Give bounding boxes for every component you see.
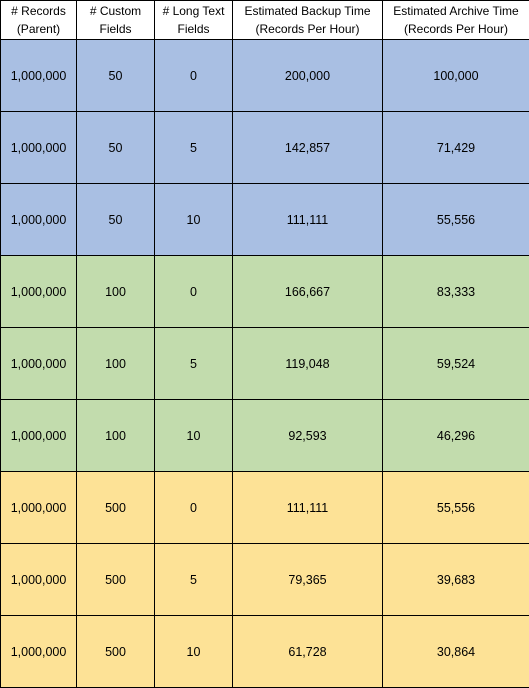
cell-backup-time: 200,000 [233,40,383,112]
cell-backup-time: 166,667 [233,256,383,328]
cell-long-text-fields: 10 [155,400,233,472]
cell-records: 1,000,000 [1,112,77,184]
table-row: 1,000,000 100 0 166,667 83,333 [1,256,529,328]
header-custom-fields: # Custom Fields [77,1,155,40]
header-records-line1: # Records [1,2,76,20]
header-long-text-fields: # Long Text Fields [155,1,233,40]
cell-archive-time: 59,524 [383,328,529,400]
cell-records: 1,000,000 [1,472,77,544]
cell-records: 1,000,000 [1,544,77,616]
cell-long-text-fields: 5 [155,544,233,616]
cell-long-text-fields: 5 [155,328,233,400]
table-row: 1,000,000 50 0 200,000 100,000 [1,40,529,112]
cell-custom-fields: 100 [77,328,155,400]
cell-backup-time: 111,111 [233,184,383,256]
header-archive-time-line2: (Records Per Hour) [383,20,529,38]
table-row: 1,000,000 50 5 142,857 71,429 [1,112,529,184]
cell-archive-time: 100,000 [383,40,529,112]
cell-backup-time: 142,857 [233,112,383,184]
cell-long-text-fields: 0 [155,472,233,544]
cell-records: 1,000,000 [1,256,77,328]
cell-custom-fields: 50 [77,184,155,256]
cell-records: 1,000,000 [1,40,77,112]
cell-long-text-fields: 0 [155,256,233,328]
header-archive-time: Estimated Archive Time (Records Per Hour… [383,1,529,40]
cell-long-text-fields: 10 [155,616,233,688]
cell-records: 1,000,000 [1,400,77,472]
header-archive-time-line1: Estimated Archive Time [383,2,529,20]
cell-custom-fields: 500 [77,472,155,544]
cell-custom-fields: 100 [77,400,155,472]
table-row: 1,000,000 500 0 111,111 55,556 [1,472,529,544]
cell-long-text-fields: 0 [155,40,233,112]
cell-long-text-fields: 10 [155,184,233,256]
cell-custom-fields: 50 [77,40,155,112]
header-custom-fields-line1: # Custom [77,2,154,20]
cell-custom-fields: 500 [77,616,155,688]
cell-archive-time: 55,556 [383,184,529,256]
cell-backup-time: 79,365 [233,544,383,616]
cell-archive-time: 46,296 [383,400,529,472]
cell-long-text-fields: 5 [155,112,233,184]
header-backup-time: Estimated Backup Time (Records Per Hour) [233,1,383,40]
table-row: 1,000,000 50 10 111,111 55,556 [1,184,529,256]
cell-backup-time: 119,048 [233,328,383,400]
cell-archive-time: 39,683 [383,544,529,616]
cell-custom-fields: 500 [77,544,155,616]
cell-records: 1,000,000 [1,184,77,256]
header-records: # Records (Parent) [1,1,77,40]
cell-backup-time: 61,728 [233,616,383,688]
cell-backup-time: 111,111 [233,472,383,544]
table-body: 1,000,000 50 0 200,000 100,000 1,000,000… [1,40,529,688]
header-long-text-fields-line1: # Long Text [155,2,232,20]
cell-archive-time: 71,429 [383,112,529,184]
table-row: 1,000,000 500 5 79,365 39,683 [1,544,529,616]
cell-archive-time: 55,556 [383,472,529,544]
cell-custom-fields: 100 [77,256,155,328]
cell-backup-time: 92,593 [233,400,383,472]
header-backup-time-line2: (Records Per Hour) [233,20,382,38]
header-row: # Records (Parent) # Custom Fields # Lon… [1,1,529,40]
cell-records: 1,000,000 [1,328,77,400]
table-row: 1,000,000 500 10 61,728 30,864 [1,616,529,688]
cell-archive-time: 30,864 [383,616,529,688]
table-row: 1,000,000 100 5 119,048 59,524 [1,328,529,400]
header-backup-time-line1: Estimated Backup Time [233,2,382,20]
cell-records: 1,000,000 [1,616,77,688]
header-records-line2: (Parent) [1,20,76,38]
table-row: 1,000,000 100 10 92,593 46,296 [1,400,529,472]
cell-archive-time: 83,333 [383,256,529,328]
header-long-text-fields-line2: Fields [155,20,232,38]
header-custom-fields-line2: Fields [77,20,154,38]
cell-custom-fields: 50 [77,112,155,184]
table-header: # Records (Parent) # Custom Fields # Lon… [1,1,529,40]
